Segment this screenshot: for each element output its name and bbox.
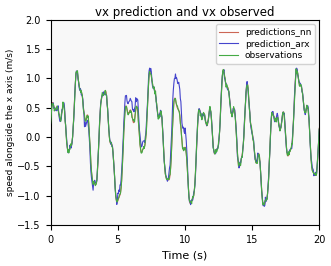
observations — [176, 107, 180, 111]
predictions_nn — [194, 160, 198, 164]
X-axis label: Time (s): Time (s) — [162, 251, 208, 260]
prediction_arx — [312, 174, 316, 177]
predictions_nn — [209, 109, 213, 112]
prediction_arx — [195, 148, 199, 151]
predictions_nn — [312, 171, 316, 174]
prediction_arx — [209, 113, 213, 117]
observations — [49, 126, 53, 129]
predictions_nn — [178, 114, 182, 117]
prediction_arx — [270, 111, 274, 114]
observations — [178, 114, 182, 117]
Line: prediction_arx: prediction_arx — [51, 68, 319, 206]
prediction_arx — [262, 205, 266, 208]
predictions_nn — [317, 127, 321, 131]
Line: observations: observations — [51, 69, 319, 205]
prediction_arx — [178, 97, 182, 100]
Line: predictions_nn: predictions_nn — [51, 69, 319, 205]
predictions_nn — [269, 117, 273, 120]
prediction_arx — [49, 123, 53, 126]
predictions_nn — [49, 122, 53, 125]
observations — [262, 204, 266, 207]
predictions_nn — [176, 108, 180, 111]
predictions_nn — [262, 203, 266, 207]
observations — [317, 127, 321, 130]
prediction_arx — [148, 66, 152, 70]
predictions_nn — [294, 67, 298, 70]
Y-axis label: speed alongside the x axis (m/s): speed alongside the x axis (m/s) — [6, 49, 15, 196]
prediction_arx — [177, 81, 181, 84]
observations — [209, 108, 213, 111]
observations — [194, 161, 198, 164]
observations — [269, 118, 273, 121]
observations — [312, 171, 316, 174]
Title: vx prediction and vx observed: vx prediction and vx observed — [95, 6, 275, 19]
prediction_arx — [317, 128, 321, 131]
observations — [295, 68, 299, 71]
Legend: predictions_nn, prediction_arx, observations: predictions_nn, prediction_arx, observat… — [216, 24, 315, 64]
